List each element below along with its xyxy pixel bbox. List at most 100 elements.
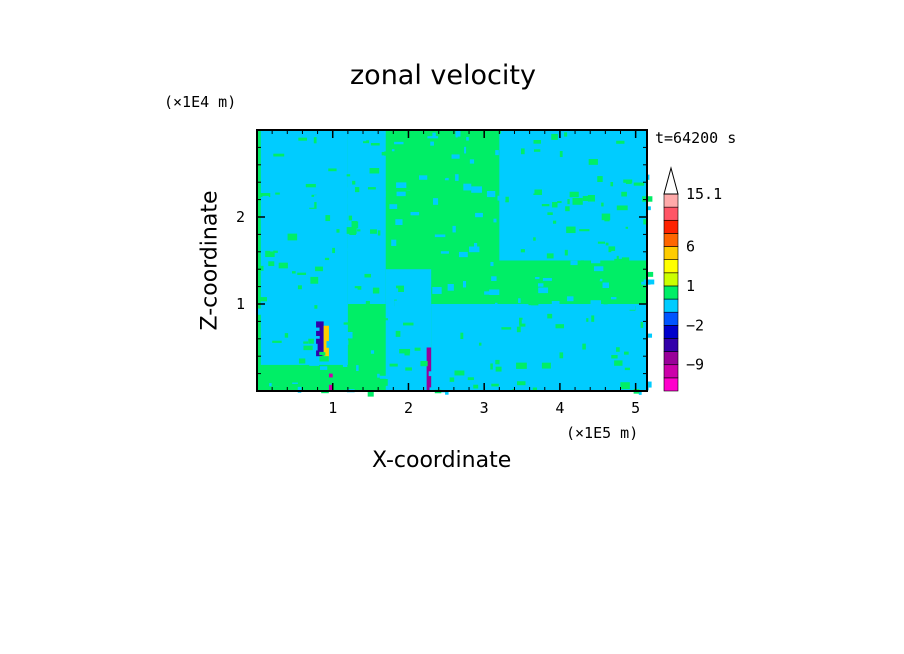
field-speckle: [624, 351, 629, 355]
field-speckle: [453, 141, 457, 145]
field-speckle: [338, 326, 345, 331]
field-speckle: [597, 176, 603, 183]
field-speckle: [460, 332, 464, 340]
field-speckle: [556, 236, 560, 240]
field-speckle: [632, 363, 639, 371]
field-speckle: [460, 239, 465, 244]
colorbar-swatch: [663, 219, 679, 234]
field-speckle: [352, 180, 356, 185]
field-speckle: [602, 282, 609, 289]
field-speckle: [434, 234, 446, 238]
field-speckle: [347, 197, 353, 205]
field-speckle: [551, 133, 558, 140]
field-speckle: [289, 281, 293, 287]
velocity-field: [257, 130, 655, 397]
field-speckle: [621, 191, 627, 197]
field-speckle: [616, 255, 619, 262]
field-speckle: [583, 273, 590, 277]
field-speckle: [513, 371, 516, 377]
field-speckle: [584, 383, 590, 388]
field-speckle: [463, 183, 472, 191]
colorbar-swatch: [663, 272, 679, 287]
field-speckle: [563, 279, 572, 285]
field-speckle: [319, 356, 329, 362]
field-speckle: [567, 199, 570, 205]
colorbar-label: −9: [686, 356, 704, 374]
field-speckle: [621, 257, 630, 264]
field-speckle: [319, 351, 325, 356]
field-speckle: [590, 253, 598, 257]
field-speckle: [394, 307, 398, 314]
field-speckle: [386, 148, 393, 156]
field-speckle: [573, 376, 583, 379]
field-speckle: [526, 305, 532, 312]
field-speckle: [354, 286, 362, 290]
field-region: [316, 321, 324, 357]
field-speckle: [520, 296, 528, 304]
field-speckle: [405, 367, 412, 371]
field-speckle: [566, 226, 576, 234]
field-speckle: [559, 250, 565, 255]
field-speckle: [491, 383, 499, 387]
colorbar: 15.1 6 1 −2 −9: [663, 166, 722, 392]
field-speckle: [310, 276, 319, 284]
field-speckle: [357, 229, 361, 232]
field-speckle: [432, 132, 436, 139]
field-speckle: [533, 140, 541, 144]
field-speckle: [409, 299, 415, 305]
field-speckle: [297, 285, 302, 290]
x-tick-label: 4: [555, 399, 564, 417]
field-speckle: [399, 348, 411, 354]
y-axis-unit: (×1E4 m): [164, 93, 237, 111]
field-speckle: [546, 253, 554, 259]
field-speckle: [546, 356, 552, 363]
field-speckle: [552, 220, 557, 224]
field-speckle: [308, 338, 314, 344]
field-speckle: [404, 352, 410, 356]
field-speckle: [592, 180, 596, 183]
field-speckle: [319, 366, 328, 370]
field-speckle: [286, 215, 298, 220]
field-speckle: [516, 326, 521, 333]
field-speckle: [491, 276, 497, 281]
field-speckle: [360, 342, 368, 345]
field-speckle: [457, 381, 464, 385]
field-speckle: [279, 323, 286, 329]
field-speckle: [505, 196, 509, 203]
field-speckle: [616, 205, 628, 211]
field-speckle: [559, 352, 564, 359]
field-speckle: [421, 228, 426, 233]
field-speckle: [325, 215, 331, 222]
field-speckle: [342, 360, 348, 367]
field-speckle: [646, 333, 653, 338]
field-speckle: [257, 308, 263, 315]
field-speckle: [324, 257, 330, 261]
field-speckle: [616, 140, 625, 144]
field-speckle: [371, 358, 375, 362]
field-speckle: [521, 319, 531, 326]
field-speckle: [365, 300, 370, 307]
colorbar-swatch: [663, 259, 679, 274]
field-speckle: [410, 211, 420, 216]
field-speckle: [504, 341, 516, 346]
field-speckle: [396, 191, 406, 197]
field-speckle: [396, 285, 404, 292]
field-speckle: [490, 363, 493, 370]
field-speckle: [535, 277, 540, 280]
field-speckle: [269, 332, 280, 335]
field-speckle: [608, 246, 616, 253]
field-speckle: [452, 225, 456, 233]
field-speckle: [430, 141, 434, 146]
field-speckle: [623, 179, 633, 183]
field-speckle: [533, 237, 536, 241]
field-speckle: [427, 252, 432, 257]
field-speckle: [553, 336, 559, 343]
field-speckle: [529, 366, 540, 373]
field-speckle: [597, 241, 606, 244]
field-speckle: [495, 359, 500, 365]
field-speckle: [301, 263, 310, 268]
field-speckle: [471, 186, 482, 193]
field-speckle: [462, 280, 467, 288]
field-speckle: [440, 295, 447, 299]
field-speckle: [389, 363, 398, 367]
